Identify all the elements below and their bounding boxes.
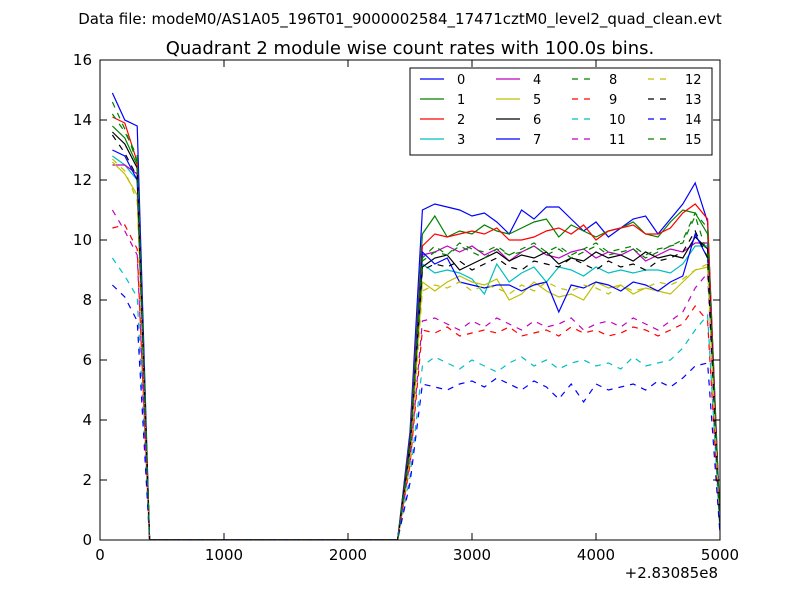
legend-label-0: 0 (457, 73, 465, 88)
legend-label-11: 11 (609, 133, 626, 148)
y-tick-label: 12 (73, 171, 92, 189)
legend-label-9: 9 (609, 93, 617, 108)
legend-label-8: 8 (609, 73, 617, 88)
series-line-7 (112, 149, 720, 540)
legend-label-1: 1 (457, 93, 465, 108)
y-tick-label: 4 (82, 411, 92, 429)
series-line-1 (111, 125, 720, 540)
x-tick-label: 1000 (205, 546, 243, 564)
series-line-15 (111, 113, 720, 540)
legend-label-7: 7 (533, 133, 541, 148)
y-tick-label: 8 (82, 291, 92, 309)
legend-label-6: 6 (533, 113, 541, 128)
y-tick-label: 16 (73, 51, 92, 69)
plot-area (111, 92, 720, 540)
legend-label-5: 5 (533, 93, 541, 108)
data-file-label: Data file: modeM0/AS1A05_196T01_90000025… (78, 10, 722, 29)
legend-label-13: 13 (685, 93, 702, 108)
legend-box (409, 67, 713, 156)
legend-label-4: 4 (533, 73, 541, 88)
y-tick-label: 10 (73, 231, 92, 249)
legend-label-2: 2 (457, 113, 465, 128)
legend-label-15: 15 (685, 133, 702, 148)
legend-label-10: 10 (609, 113, 626, 128)
x-tick-label: 4000 (577, 546, 615, 564)
y-tick-label: 14 (73, 111, 92, 129)
x-offset-label: +2.83085e8 (625, 564, 718, 582)
y-tick-label: 0 (82, 531, 92, 549)
legend-label-14: 14 (685, 113, 702, 128)
series-line-12 (111, 158, 720, 540)
x-tick-label: 5000 (701, 546, 739, 564)
x-tick-label: 3000 (453, 546, 491, 564)
series-line-14 (111, 284, 720, 540)
y-tick-label: 2 (82, 471, 92, 489)
chart-title: Quadrant 2 module wise count rates with … (166, 38, 655, 59)
series-line-10 (111, 257, 720, 540)
legend-label-12: 12 (685, 73, 702, 88)
series-line-0 (111, 92, 720, 540)
x-tick-label: 0 (95, 546, 105, 564)
legend-label-3: 3 (457, 133, 465, 148)
x-tick-label: 2000 (329, 546, 367, 564)
series-line-13 (111, 134, 720, 540)
y-tick-label: 6 (82, 351, 92, 369)
series-line-11 (111, 209, 720, 540)
series-line-9 (112, 224, 720, 540)
